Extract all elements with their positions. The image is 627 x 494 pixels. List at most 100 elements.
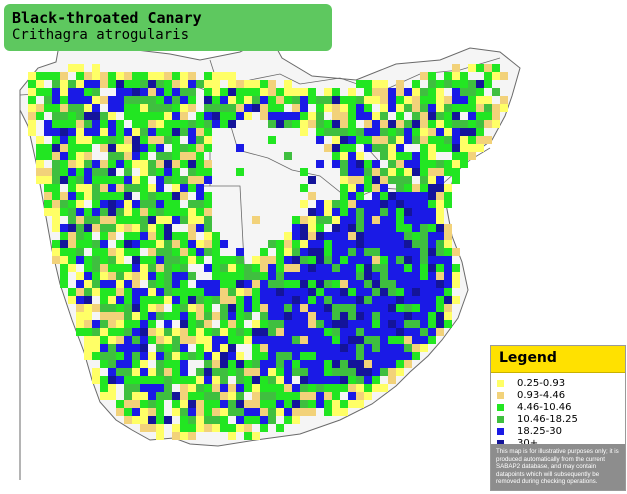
- atlas-cell: [340, 312, 348, 320]
- atlas-cell: [324, 368, 332, 376]
- atlas-cell: [124, 352, 132, 360]
- atlas-cell: [260, 400, 268, 408]
- atlas-cell: [156, 192, 164, 200]
- atlas-cell: [396, 248, 404, 256]
- atlas-cell: [188, 104, 196, 112]
- atlas-cell: [156, 136, 164, 144]
- atlas-cell: [84, 288, 92, 296]
- atlas-cell: [300, 168, 308, 176]
- atlas-cell: [252, 408, 260, 416]
- atlas-cell: [404, 320, 412, 328]
- atlas-cell: [396, 264, 404, 272]
- atlas-cell: [68, 120, 76, 128]
- atlas-cell: [124, 80, 132, 88]
- atlas-cell: [412, 240, 420, 248]
- atlas-cell: [244, 376, 252, 384]
- atlas-cell: [60, 208, 68, 216]
- atlas-cell: [364, 240, 372, 248]
- atlas-cell: [300, 384, 308, 392]
- atlas-cell: [156, 152, 164, 160]
- atlas-cell: [100, 272, 108, 280]
- atlas-cell: [468, 112, 476, 120]
- atlas-cell: [292, 384, 300, 392]
- atlas-cell: [372, 312, 380, 320]
- atlas-cell: [308, 304, 316, 312]
- atlas-cell: [428, 120, 436, 128]
- atlas-cell: [340, 320, 348, 328]
- atlas-cell: [172, 312, 180, 320]
- atlas-cell: [316, 160, 324, 168]
- atlas-cell: [396, 344, 404, 352]
- atlas-cell: [100, 320, 108, 328]
- atlas-cell: [44, 200, 52, 208]
- atlas-cell: [116, 152, 124, 160]
- atlas-cell: [276, 248, 284, 256]
- atlas-cell: [364, 232, 372, 240]
- atlas-cell: [164, 192, 172, 200]
- atlas-cell: [284, 344, 292, 352]
- atlas-cell: [308, 336, 316, 344]
- atlas-cell: [148, 424, 156, 432]
- atlas-cell: [196, 408, 204, 416]
- atlas-cell: [188, 256, 196, 264]
- atlas-cell: [28, 72, 36, 80]
- atlas-cell: [348, 136, 356, 144]
- atlas-cell: [188, 304, 196, 312]
- atlas-cell: [300, 400, 308, 408]
- atlas-cell: [268, 272, 276, 280]
- atlas-cell: [308, 240, 316, 248]
- atlas-cell: [60, 128, 68, 136]
- atlas-cell: [44, 208, 52, 216]
- atlas-cell: [228, 424, 236, 432]
- atlas-cell: [212, 72, 220, 80]
- atlas-cell: [372, 112, 380, 120]
- atlas-cell: [252, 384, 260, 392]
- atlas-cell: [268, 376, 276, 384]
- atlas-cell: [380, 104, 388, 112]
- atlas-cell: [228, 360, 236, 368]
- atlas-cell: [132, 400, 140, 408]
- atlas-cell: [172, 208, 180, 216]
- atlas-cell: [420, 168, 428, 176]
- atlas-cell: [436, 248, 444, 256]
- atlas-cell: [372, 120, 380, 128]
- atlas-cell: [68, 176, 76, 184]
- atlas-cell: [420, 176, 428, 184]
- atlas-cell: [292, 216, 300, 224]
- atlas-cell: [140, 160, 148, 168]
- atlas-cell: [364, 392, 372, 400]
- atlas-cell: [292, 336, 300, 344]
- atlas-cell: [388, 104, 396, 112]
- atlas-cell: [140, 112, 148, 120]
- atlas-cell: [132, 80, 140, 88]
- atlas-cell: [380, 112, 388, 120]
- atlas-cell: [396, 88, 404, 96]
- atlas-cell: [340, 264, 348, 272]
- atlas-cell: [132, 296, 140, 304]
- atlas-cell: [132, 376, 140, 384]
- atlas-cell: [396, 328, 404, 336]
- atlas-cell: [188, 408, 196, 416]
- atlas-cell: [356, 216, 364, 224]
- atlas-cell: [44, 104, 52, 112]
- atlas-cell: [396, 360, 404, 368]
- atlas-cell: [380, 224, 388, 232]
- atlas-cell: [340, 184, 348, 192]
- atlas-cell: [92, 208, 100, 216]
- atlas-cell: [60, 264, 68, 272]
- atlas-cell: [332, 96, 340, 104]
- atlas-cell: [212, 336, 220, 344]
- legend-swatch: [497, 403, 504, 411]
- atlas-cell: [364, 120, 372, 128]
- atlas-cell: [148, 224, 156, 232]
- atlas-cell: [148, 160, 156, 168]
- atlas-cell: [36, 80, 44, 88]
- atlas-cell: [228, 120, 236, 128]
- atlas-cell: [172, 72, 180, 80]
- atlas-cell: [100, 392, 108, 400]
- atlas-cell: [404, 152, 412, 160]
- atlas-cell: [252, 352, 260, 360]
- atlas-cell: [188, 160, 196, 168]
- atlas-cell: [324, 328, 332, 336]
- atlas-cell: [180, 192, 188, 200]
